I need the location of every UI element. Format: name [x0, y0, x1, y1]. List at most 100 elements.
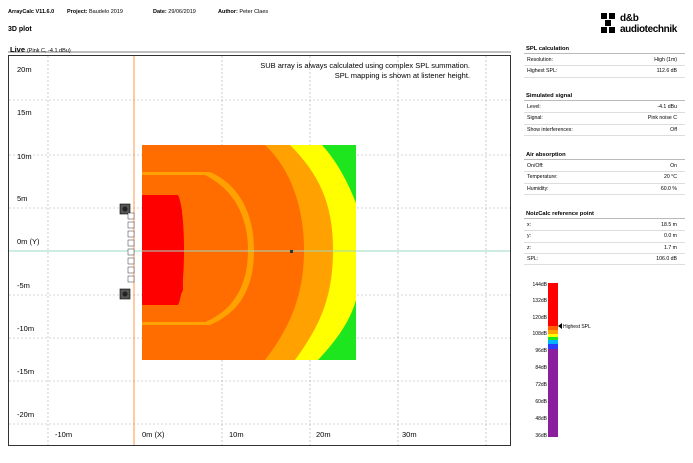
reference-point-marker[interactable]: [290, 250, 293, 253]
author-label: Author:: [218, 9, 238, 15]
sub-array[interactable]: [119, 203, 135, 300]
legend-band-orange: [548, 326, 558, 330]
grid: [9, 56, 510, 445]
sub-element-icon[interactable]: [127, 266, 135, 274]
x-tick-label: 0m (X): [142, 430, 165, 439]
panel-row: On/Off: On: [524, 161, 685, 173]
y-tick-label: -20m: [17, 410, 34, 419]
row-label: Show interferences:: [527, 126, 573, 133]
row-label: y:: [527, 233, 532, 240]
speaker-cone-icon: [122, 291, 128, 297]
panel-row: Humidity: 60.0 %: [524, 184, 685, 195]
panel-title: Simulated signal: [524, 92, 685, 101]
y-tick-label: -15m: [17, 367, 34, 376]
legend-band-yellow: [548, 334, 558, 337]
spl-map-green-top: [322, 145, 356, 203]
row-value: -4.1 dBu: [657, 104, 677, 110]
project-label: Project:: [67, 9, 88, 15]
row-value: High (1m): [654, 57, 677, 63]
row-label: x:: [527, 222, 532, 228]
legend-tick: 132dB: [533, 298, 548, 304]
panel-row: Temperature: 20 °C: [524, 172, 685, 184]
spl-calculation-panel: SPL calculation Resolution: High (1m) Hig…: [524, 45, 685, 78]
legend-band-lightorange: [548, 330, 558, 334]
project-value: Baudelo 2019: [89, 9, 123, 15]
row-label: z:: [527, 244, 532, 251]
row-value: 20 °C: [663, 174, 677, 181]
sub-element-icon[interactable]: [127, 248, 135, 256]
simulated-signal-panel: Simulated signal Level: -4.1 dBu Signal: P…: [524, 92, 685, 136]
legend-tick: 108dB: [533, 331, 548, 337]
legend-tick: 60dB: [535, 399, 547, 405]
noizcalc-panel: NoizCalc reference point x: 18.5 m y: 0.0 …: [524, 210, 685, 266]
sub-element-icon[interactable]: [127, 239, 135, 247]
x-tick-labels: -10m 0m (X) 10m 20m 30m: [55, 430, 417, 439]
project-info: Project: Baudelo 2019: [67, 9, 123, 15]
row-label: Humidity:: [527, 185, 549, 192]
panel-row: y: 0.0 m: [524, 231, 685, 243]
panel-title: Air absorption: [524, 151, 685, 160]
spl-map-red-body: [142, 195, 183, 305]
db-logo-icon: [601, 13, 615, 33]
sub-element-icon[interactable]: [127, 212, 135, 220]
row-value: 106.0 dB: [656, 255, 677, 262]
panel-row: z: 1.7 m: [524, 243, 685, 254]
y-tick-labels: 20m 15m 10m 5m 0m (Y) -5m -10m -15m -20m: [17, 65, 40, 419]
sub-element-icon[interactable]: [127, 257, 135, 265]
note-line2: SPL mapping is shown at listener height.: [335, 71, 470, 80]
note-line1: SUB array is always calculated using com…: [260, 61, 470, 70]
y-tick-label: -5m: [17, 281, 30, 290]
page-title: 3D plot: [8, 26, 32, 33]
sub-element-icon[interactable]: [127, 230, 135, 238]
x-tick-label: -10m: [55, 430, 72, 439]
legend-ticks: 144dB 132dB 120dB 108dB 96dB 84dB 72dB 6…: [533, 282, 548, 439]
date-label: Date:: [153, 9, 167, 15]
spl-map-green-bottom: [318, 300, 356, 360]
author-info: Author: Peter Claes: [218, 9, 268, 15]
row-label: Signal:: [527, 115, 543, 122]
x-tick-label: 10m: [229, 430, 244, 439]
app-name: ArrayCalc V11.6.0: [8, 9, 55, 15]
author-value: Peter Claes: [239, 9, 269, 15]
row-value: 18.5 m: [661, 222, 677, 228]
x-tick-label: 20m: [316, 430, 331, 439]
panel-row: Level: -4.1 dBu: [524, 102, 685, 114]
sub-element-icon[interactable]: [127, 221, 135, 229]
sub-element-icon[interactable]: [127, 275, 135, 283]
legend-tick: 144dB: [533, 282, 548, 288]
highest-spl-label: Highest SPL: [563, 324, 591, 330]
legend-tick: 120dB: [533, 315, 548, 321]
air-absorption-panel: Air absorption On/Off: On Temperature: 20 …: [524, 151, 685, 195]
panel-row: Show interferences: Off: [524, 125, 685, 136]
legend-tick: 96dB: [535, 348, 547, 354]
row-label: Highest SPL:: [527, 68, 558, 75]
row-value: 112.6 dB: [656, 68, 677, 75]
live-subtitle: (Pink C, -4.1 dBu): [26, 48, 71, 54]
y-tick-label: -10m: [17, 324, 34, 333]
legend-tick: 72dB: [535, 382, 547, 388]
x-tick-label: 30m: [402, 430, 417, 439]
logo-line2: audiotechnik: [620, 24, 677, 35]
panel-row: Signal: Pink noise C: [524, 113, 685, 125]
panel-row: SPL: 106.0 dB: [524, 254, 685, 266]
spl-map: [142, 145, 356, 360]
row-label: Temperature:: [527, 174, 558, 181]
row-label: On/Off:: [527, 163, 544, 169]
panel-title: NoizCalc reference point: [524, 210, 685, 219]
panel-row: Highest SPL: 112.6 dB: [524, 66, 685, 78]
y-tick-label: 5m: [17, 194, 27, 203]
row-label: Level:: [527, 104, 541, 110]
panel-row: x: 18.5 m: [524, 220, 685, 232]
live-title: Live: [10, 45, 26, 54]
y-tick-label: 10m: [17, 152, 32, 161]
legend-band-blue: [548, 344, 558, 349]
legend-tick: 84dB: [535, 365, 547, 371]
row-value: 0.0 m: [664, 233, 677, 240]
y-tick-label: 20m: [17, 65, 32, 74]
panel-title: SPL calculation: [524, 45, 685, 54]
logo-line1: d&b: [620, 13, 639, 24]
row-value: 1.7 m: [664, 244, 677, 251]
legend-band-red: [548, 283, 558, 326]
date-info: Date: 29/06/2019: [153, 9, 196, 15]
